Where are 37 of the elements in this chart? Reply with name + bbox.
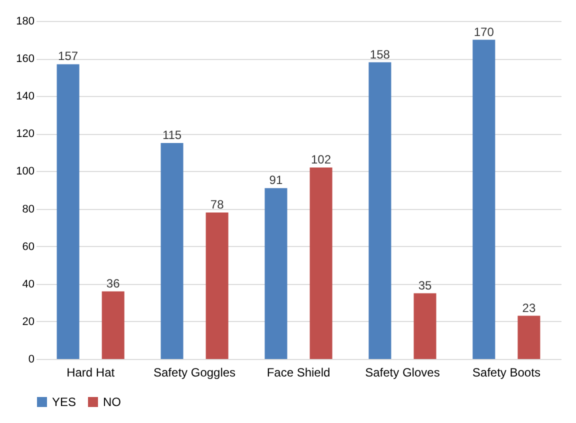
data-label: 23 (522, 300, 536, 315)
bar (472, 40, 496, 359)
bar (414, 293, 436, 359)
bar (368, 62, 392, 359)
x-tick-label: Face Shield (266, 366, 330, 380)
x-tick-label: Hard Hat (66, 366, 116, 380)
bar (310, 167, 332, 359)
data-label: 36 (106, 276, 120, 290)
y-tick-label: 120 (16, 128, 34, 140)
data-label: 91 (269, 173, 283, 188)
legend-label: NO (103, 395, 121, 409)
bar (160, 143, 184, 359)
data-label: 157 (58, 49, 78, 64)
data-label: 78 (210, 198, 224, 212)
bar (206, 212, 228, 359)
y-tick-label: 180 (16, 16, 34, 28)
y-tick-label: 160 (16, 53, 34, 66)
y-tick-label: 100 (16, 166, 34, 178)
data-label: 35 (418, 278, 432, 292)
y-tick-label: 0 (28, 354, 34, 366)
data-label: 158 (370, 47, 390, 62)
x-tick-label: Safety Boots (472, 366, 540, 380)
y-tick-label: 60 (22, 240, 34, 253)
legend-label: YES (52, 395, 76, 409)
data-label: 170 (474, 24, 494, 39)
y-tick-label: 140 (16, 90, 34, 103)
bar (56, 64, 80, 359)
bar (102, 291, 124, 359)
data-label: 102 (311, 152, 332, 166)
y-tick-label: 40 (22, 278, 34, 290)
bar (518, 316, 540, 359)
data-label: 115 (162, 128, 182, 142)
y-tick-label: 20 (22, 316, 34, 328)
y-tick-label: 80 (22, 203, 34, 216)
bar (264, 188, 288, 359)
x-tick-label: Safety Gloves (365, 366, 440, 380)
x-tick-label: Safety Goggles (154, 366, 236, 380)
